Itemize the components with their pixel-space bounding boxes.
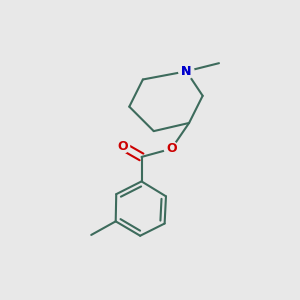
Circle shape	[179, 64, 194, 79]
Text: N: N	[181, 65, 191, 78]
Circle shape	[164, 142, 178, 156]
Text: N: N	[181, 65, 191, 78]
Text: O: O	[117, 140, 128, 153]
Circle shape	[116, 139, 130, 153]
Text: O: O	[166, 142, 177, 155]
